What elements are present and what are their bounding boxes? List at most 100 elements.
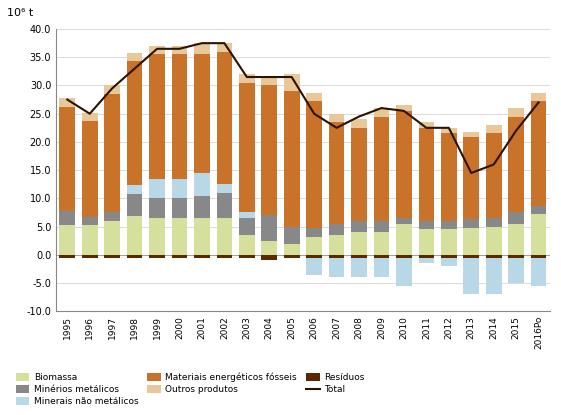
Bar bbox=[59, 255, 75, 258]
Bar bbox=[508, 255, 524, 258]
Bar bbox=[396, 224, 412, 255]
Bar bbox=[104, 221, 120, 255]
Bar bbox=[441, 128, 457, 134]
Bar bbox=[217, 255, 232, 258]
Bar bbox=[329, 114, 344, 122]
Bar bbox=[172, 54, 187, 178]
Bar bbox=[149, 218, 165, 255]
Bar bbox=[508, 212, 524, 224]
Bar bbox=[329, 235, 344, 255]
Bar bbox=[59, 225, 75, 255]
Bar bbox=[306, 258, 322, 275]
Bar bbox=[396, 218, 412, 224]
Bar bbox=[82, 121, 98, 217]
Bar bbox=[172, 46, 187, 54]
Bar bbox=[306, 101, 322, 228]
Bar bbox=[239, 218, 255, 235]
Bar bbox=[127, 61, 142, 186]
Bar bbox=[396, 258, 412, 286]
Bar bbox=[239, 255, 255, 258]
Bar bbox=[127, 53, 142, 61]
Bar bbox=[463, 258, 479, 294]
Bar bbox=[149, 46, 165, 54]
Bar bbox=[486, 255, 502, 258]
Bar bbox=[217, 184, 232, 193]
Bar bbox=[261, 215, 277, 241]
Bar bbox=[104, 85, 120, 94]
Bar bbox=[374, 117, 389, 221]
Bar bbox=[508, 117, 524, 212]
Bar bbox=[531, 101, 546, 206]
Bar bbox=[463, 228, 479, 255]
Bar bbox=[127, 186, 142, 194]
Bar bbox=[284, 74, 300, 91]
Bar bbox=[351, 128, 367, 221]
Bar bbox=[396, 111, 412, 218]
Bar bbox=[261, 241, 277, 255]
Bar bbox=[284, 91, 300, 227]
Bar bbox=[239, 83, 255, 212]
Bar bbox=[463, 137, 479, 219]
Bar bbox=[351, 221, 367, 232]
Bar bbox=[82, 225, 98, 255]
Bar bbox=[486, 258, 502, 294]
Legend: Biomassa, Minérios metálicos, Minerais não metálicos, Materiais energéticos fóss: Biomassa, Minérios metálicos, Minerais n… bbox=[16, 373, 365, 406]
Bar bbox=[441, 258, 457, 266]
Bar bbox=[306, 255, 322, 258]
Bar bbox=[127, 217, 142, 255]
Bar bbox=[463, 219, 479, 228]
Bar bbox=[329, 255, 344, 258]
Bar bbox=[59, 211, 75, 225]
Bar bbox=[127, 255, 142, 258]
Bar bbox=[419, 229, 434, 255]
Bar bbox=[531, 93, 546, 101]
Bar bbox=[284, 227, 300, 244]
Bar bbox=[351, 258, 367, 277]
Bar bbox=[172, 218, 187, 255]
Bar bbox=[306, 93, 322, 101]
Bar bbox=[508, 224, 524, 255]
Bar bbox=[486, 125, 502, 134]
Bar bbox=[329, 258, 344, 277]
Text: 10⁶ t: 10⁶ t bbox=[7, 8, 33, 18]
Bar bbox=[374, 255, 389, 258]
Bar bbox=[104, 94, 120, 212]
Bar bbox=[104, 212, 120, 221]
Bar bbox=[419, 122, 434, 128]
Bar bbox=[419, 221, 434, 229]
Bar bbox=[82, 112, 98, 121]
Bar bbox=[306, 228, 322, 237]
Bar bbox=[441, 134, 457, 221]
Bar bbox=[329, 122, 344, 224]
Bar bbox=[239, 212, 255, 218]
Bar bbox=[194, 173, 210, 195]
Bar bbox=[149, 178, 165, 198]
Bar bbox=[351, 120, 367, 128]
Bar bbox=[419, 258, 434, 263]
Bar bbox=[419, 255, 434, 258]
Bar bbox=[531, 206, 546, 214]
Bar bbox=[329, 224, 344, 235]
Bar bbox=[531, 214, 546, 255]
Bar bbox=[104, 255, 120, 258]
Bar bbox=[127, 194, 142, 217]
Bar bbox=[261, 255, 277, 261]
Bar bbox=[59, 98, 75, 107]
Bar bbox=[172, 178, 187, 198]
Bar bbox=[374, 258, 389, 277]
Bar bbox=[194, 218, 210, 255]
Bar bbox=[284, 244, 300, 255]
Bar bbox=[463, 132, 479, 137]
Bar bbox=[306, 237, 322, 255]
Bar bbox=[194, 54, 210, 173]
Bar bbox=[374, 232, 389, 255]
Bar bbox=[82, 217, 98, 225]
Bar bbox=[239, 235, 255, 255]
Bar bbox=[194, 195, 210, 218]
Bar bbox=[217, 218, 232, 255]
Bar bbox=[531, 258, 546, 286]
Bar bbox=[261, 85, 277, 215]
Bar bbox=[351, 232, 367, 255]
Bar bbox=[486, 134, 502, 218]
Bar bbox=[463, 255, 479, 258]
